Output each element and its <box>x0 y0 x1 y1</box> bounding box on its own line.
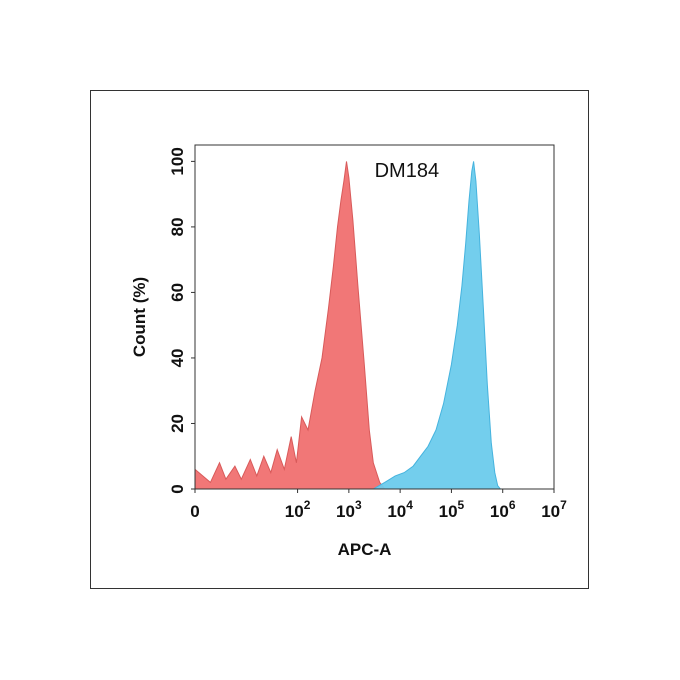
x-tick-base: 0 <box>190 502 199 521</box>
y-tick-label: 100 <box>168 147 187 175</box>
x-tick-exponent: 7 <box>560 498 567 512</box>
x-tick-label: 103 <box>336 498 362 521</box>
plot-area-border <box>194 144 555 490</box>
y-tick-label: 80 <box>168 217 187 236</box>
x-tick-label: 104 <box>387 498 413 521</box>
histogram-series-2 <box>371 161 502 490</box>
x-tick-label: 102 <box>285 498 311 521</box>
y-axis-title: Count (%) <box>130 277 149 357</box>
x-tick-base: 10 <box>541 502 560 521</box>
x-tick-base: 10 <box>336 502 355 521</box>
x-tick-exponent: 4 <box>406 498 413 512</box>
x-tick-exponent: 5 <box>458 498 465 512</box>
x-tick-label: 105 <box>439 498 465 521</box>
x-tick-base: 10 <box>285 502 304 521</box>
y-tick-label: 40 <box>168 348 187 367</box>
x-tick-base: 10 <box>439 502 458 521</box>
figure-frame: 0 20 40 60 80 100 0 102 103 104 105 106 107 DM184 A… <box>90 90 589 589</box>
x-tick-exponent: 2 <box>304 498 311 512</box>
y-axis-ticks: 0 20 40 60 80 100 <box>168 147 195 494</box>
histogram-series-1 <box>194 161 386 490</box>
y-tick-label: 0 <box>168 484 187 493</box>
x-tick-exponent: 6 <box>509 498 516 512</box>
x-tick-exponent: 3 <box>355 498 362 512</box>
x-tick-label: 106 <box>490 498 516 521</box>
y-tick-label: 20 <box>168 414 187 433</box>
x-tick-label: 0 <box>190 502 199 521</box>
plot-title: DM184 <box>375 160 439 182</box>
x-axis-title: APC-A <box>338 540 392 559</box>
x-axis-ticks: 0 102 103 104 105 106 107 <box>190 489 567 521</box>
x-tick-label: 107 <box>541 498 567 521</box>
y-tick-label: 60 <box>168 283 187 302</box>
x-tick-base: 10 <box>490 502 509 521</box>
series-layer <box>194 161 502 490</box>
x-tick-base: 10 <box>387 502 406 521</box>
